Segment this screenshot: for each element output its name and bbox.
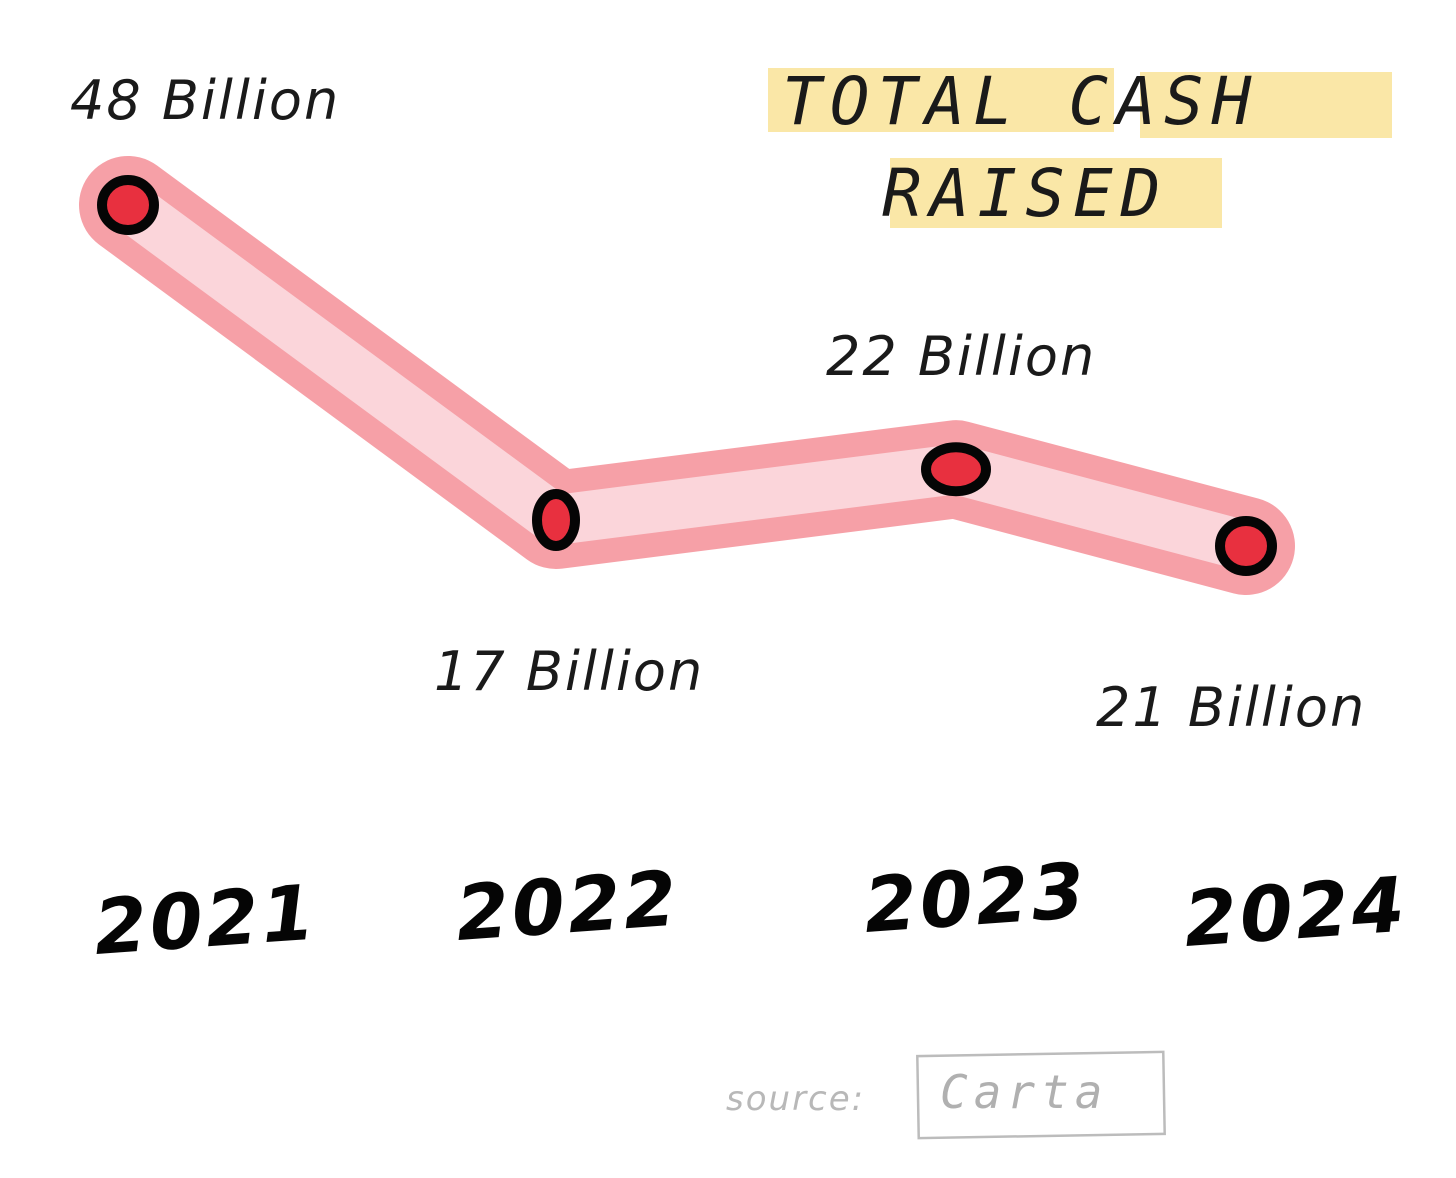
data-points (97, 175, 1277, 576)
value-label-2021: 48 Billion (70, 69, 340, 132)
source-note: source: Carta (726, 1050, 1166, 1140)
x-tick-label-2022: 2022 (453, 854, 682, 958)
data-point-2022 (532, 489, 580, 551)
data-point-2021 (97, 175, 159, 235)
source-box (916, 1050, 1166, 1140)
value-label-2023: 22 Billion (826, 325, 1096, 388)
value-label-2022: 17 Billion (434, 640, 704, 703)
data-point-2023 (921, 442, 991, 497)
chart-title: TOTAL CASH RAISED (768, 63, 1392, 232)
title-highlight-3 (890, 158, 1222, 228)
x-tick-label-2024: 2024 (1181, 860, 1410, 964)
source-label: source: (726, 1079, 865, 1119)
x-axis-tick-labels: 2021 2022 2023 2024 (91, 846, 1410, 972)
line-band-layer (79, 156, 1295, 595)
title-highlight-2 (1140, 72, 1392, 138)
data-point-2024 (1215, 516, 1277, 576)
source-name: Carta (940, 1065, 1108, 1119)
series-line-core (103, 180, 1271, 571)
title-line-2: RAISED (882, 155, 1168, 232)
value-label-2024: 21 Billion (1096, 676, 1366, 739)
x-tick-label-2021: 2021 (91, 868, 320, 972)
x-tick-label-2023: 2023 (861, 846, 1090, 950)
value-labels: 48 Billion 17 Billion 22 Billion 21 Billion (70, 69, 1366, 739)
title-highlight-1 (768, 68, 1114, 132)
title-line-1: TOTAL CASH (782, 63, 1259, 140)
